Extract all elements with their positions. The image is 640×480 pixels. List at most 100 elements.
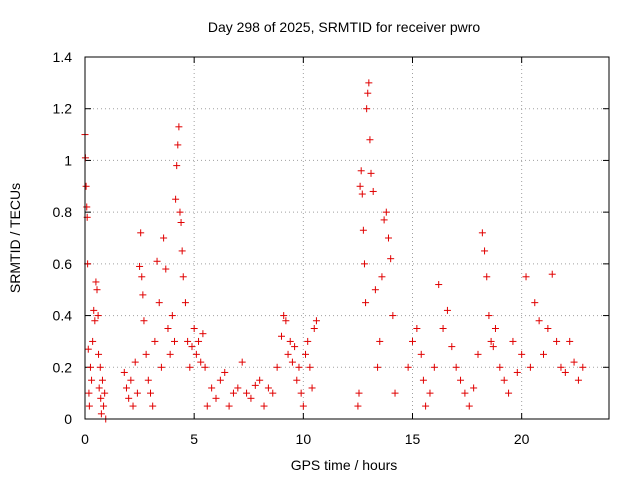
data-point — [97, 410, 105, 418]
data-point — [509, 337, 517, 345]
data-point — [155, 299, 163, 307]
data-point — [566, 337, 574, 345]
data-point — [175, 123, 183, 131]
data-point — [243, 389, 251, 397]
data-point — [417, 350, 425, 358]
data-point — [461, 389, 469, 397]
data-point — [366, 136, 374, 144]
data-point — [88, 376, 96, 384]
data-point — [140, 317, 148, 325]
data-point — [430, 363, 438, 371]
data-point — [483, 273, 491, 281]
data-point — [278, 332, 285, 340]
x-tick-label: 10 — [296, 431, 312, 447]
x-tick-label: 20 — [514, 431, 530, 447]
data-point — [172, 195, 180, 203]
data-point — [557, 363, 565, 371]
data-point — [264, 384, 272, 392]
data-point — [369, 187, 377, 195]
data-point — [120, 368, 128, 376]
data-point — [127, 376, 135, 384]
y-tick-label: 0.2 — [53, 359, 73, 375]
data-point — [526, 363, 534, 371]
data-point — [197, 358, 205, 366]
data-point — [291, 343, 299, 351]
data-point — [91, 317, 99, 325]
data-point — [485, 312, 493, 320]
data-point — [380, 216, 388, 224]
data-point — [238, 358, 246, 366]
data-point — [295, 363, 303, 371]
data-point — [574, 376, 582, 384]
data-point — [561, 368, 569, 376]
data-point — [413, 325, 421, 332]
data-points — [81, 79, 587, 423]
data-point — [260, 402, 268, 410]
data-point — [85, 402, 93, 410]
data-point — [389, 312, 397, 320]
data-point — [147, 389, 154, 397]
data-point — [299, 402, 307, 410]
data-point — [85, 389, 93, 397]
data-point — [195, 337, 203, 345]
data-point — [422, 402, 430, 410]
data-point — [365, 79, 373, 87]
data-point — [168, 312, 176, 320]
data-point — [174, 141, 182, 149]
x-tick-label: 0 — [81, 431, 89, 447]
data-point — [531, 299, 539, 307]
data-point — [376, 337, 384, 345]
data-point — [304, 337, 312, 345]
data-point — [97, 394, 105, 402]
data-point — [192, 350, 200, 358]
data-point — [89, 337, 97, 345]
data-point — [522, 273, 530, 281]
data-point — [269, 389, 277, 397]
data-point — [162, 265, 170, 273]
data-point — [216, 376, 224, 384]
data-point — [356, 182, 364, 190]
data-point — [426, 389, 434, 397]
data-point — [540, 350, 547, 358]
x-tick-label: 15 — [405, 431, 421, 447]
data-point — [489, 343, 497, 351]
data-point — [487, 337, 495, 345]
y-tick-label: 0.4 — [53, 308, 73, 324]
data-point — [129, 402, 137, 410]
data-point — [157, 363, 165, 371]
data-point — [208, 384, 216, 392]
data-point — [306, 363, 314, 371]
data-point — [359, 226, 367, 234]
data-point — [496, 363, 504, 371]
data-point — [409, 337, 416, 345]
data-point — [419, 376, 427, 384]
data-point — [387, 255, 395, 263]
data-point — [201, 363, 209, 371]
data-point — [371, 286, 379, 294]
data-point — [83, 203, 91, 211]
chart-title: Day 298 of 2025, SRMTID for receiver pwr… — [208, 19, 481, 35]
data-point — [142, 350, 150, 358]
data-point — [478, 229, 486, 237]
data-point — [481, 247, 489, 255]
data-point — [188, 343, 196, 351]
y-tick-label: 1.4 — [53, 49, 73, 65]
data-point — [181, 299, 189, 307]
data-point — [553, 337, 561, 345]
data-point — [84, 345, 92, 353]
data-point — [184, 337, 192, 345]
data-point — [234, 384, 242, 392]
data-point — [505, 389, 513, 397]
data-point — [98, 376, 106, 384]
data-point — [179, 273, 187, 281]
data-point — [247, 394, 255, 402]
data-point — [374, 363, 382, 371]
data-point — [94, 312, 102, 320]
data-point — [164, 325, 172, 332]
data-point — [153, 257, 161, 265]
y-axis-title: SRMTID / TECUs — [7, 183, 23, 293]
data-point — [358, 190, 366, 198]
data-point — [90, 306, 98, 314]
data-point — [288, 358, 296, 366]
